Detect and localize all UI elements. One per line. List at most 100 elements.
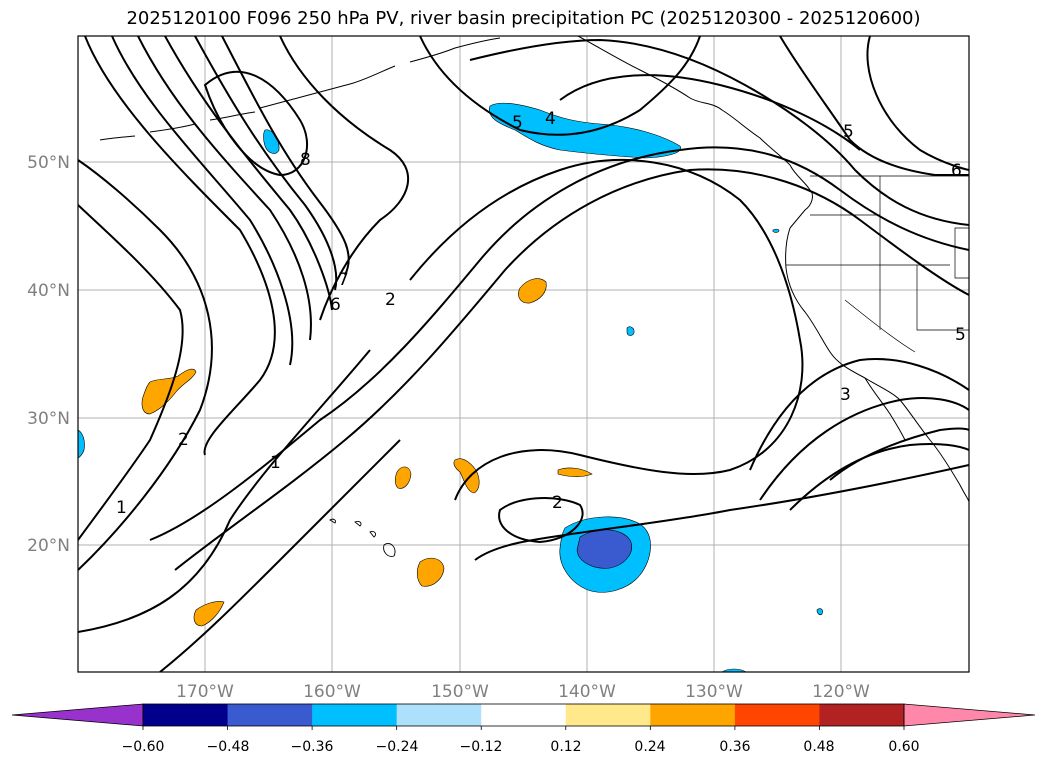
island-2 — [354, 520, 362, 527]
island-1 — [329, 518, 336, 524]
positive-anomaly-5 — [193, 601, 225, 627]
contour-east-6 — [866, 36, 969, 171]
colorbar-tick-label: 0.12 — [550, 739, 581, 755]
contour-label: 1 — [116, 498, 127, 518]
negative-anomaly-hawaii-inner — [576, 529, 632, 569]
pv-contours — [78, 36, 969, 672]
island-3 — [369, 531, 377, 538]
contour-sub-1 — [474, 464, 969, 561]
contour-east-5 — [779, 36, 969, 176]
lat-label-20n: 20°N — [27, 536, 70, 556]
colorbar-tick-label: −0.48 — [207, 739, 250, 755]
colorbar-segment — [481, 704, 567, 726]
negative-anomaly-small-5 — [816, 608, 823, 616]
colorbar-tick-label: 0.60 — [888, 739, 919, 755]
latitude-labels: 50°N 40°N 30°N 20°N — [27, 153, 70, 556]
map-title: 2025120100 F096 250 hPa PV, river basin … — [126, 8, 921, 29]
lat-label-50n: 50°N — [27, 153, 70, 173]
contour-gulf-5 — [559, 74, 861, 151]
lat-label-30n: 30°N — [27, 409, 70, 429]
colorbar-segment — [565, 704, 651, 726]
negative-anomaly-gulf-alaska — [489, 102, 681, 159]
colorbar-segment — [650, 704, 736, 726]
contour-ridge-1 — [279, 36, 409, 321]
lon-label-130w: 130°W — [685, 682, 743, 702]
contour-se-1 — [789, 442, 969, 511]
colorbar-extend-max — [903, 703, 1036, 727]
colorbar-tick-label: −0.36 — [291, 739, 334, 755]
colorbar-ticks — [142, 726, 905, 730]
island-4 — [383, 543, 396, 557]
lon-label-140w: 140°W — [558, 682, 616, 702]
bc-coast — [789, 164, 813, 229]
negative-anomaly-small-3 — [78, 429, 85, 459]
state-border-4 — [844, 299, 916, 353]
contour-label: 8 — [300, 150, 311, 170]
positive-anomaly-4 — [416, 557, 445, 587]
contour-label: 5 — [843, 122, 854, 142]
positive-anomaly-2 — [453, 458, 480, 494]
contour-trough-3 — [137, 36, 312, 341]
contour-upper-4 — [469, 38, 969, 226]
map-frame — [77, 35, 970, 673]
colorbar-tick-labels: −0.60 −0.48 −0.36 −0.24 −0.12 0.12 0.24 … — [122, 739, 920, 755]
coastlines — [99, 36, 969, 503]
colorbar-segments — [143, 704, 905, 726]
baja-california — [864, 377, 906, 441]
contour-upper-5 — [419, 36, 701, 136]
lon-label-150w: 150°W — [431, 682, 489, 702]
contour-west-3 — [78, 349, 371, 633]
hawaiian-islands — [329, 518, 396, 557]
colorbar-tick-label: 0.24 — [634, 739, 665, 755]
contour-trough-6 — [221, 36, 350, 276]
contour-closed-8 — [203, 70, 309, 177]
contour-label: 5 — [955, 325, 966, 345]
colorbar-segment — [819, 704, 905, 726]
political-borders — [786, 175, 969, 353]
contour-label: 6 — [330, 295, 341, 315]
contour-labels: 8 7 6 2 2 1 1 2 5 4 3 5 6 5 2 — [116, 109, 966, 518]
map-area[interactable]: 8 7 6 2 2 1 1 2 5 4 3 5 6 5 2 — [78, 36, 969, 672]
colorbar-segment — [734, 704, 820, 726]
colorbar-tick-label: 0.36 — [719, 739, 750, 755]
lon-label-170w: 170°W — [176, 682, 234, 702]
state-border-3 — [916, 265, 969, 331]
contour-ridge-3 — [174, 168, 969, 571]
contour-label: 1 — [270, 453, 281, 473]
colorbar-segment — [143, 704, 229, 726]
precipitation-pc-shading — [78, 102, 823, 672]
contour-trough-5 — [194, 36, 338, 291]
colorbar-tick-label: −0.60 — [122, 739, 165, 755]
contour-se-2 — [759, 397, 969, 501]
negative-anomaly-small-4 — [772, 228, 780, 233]
contour-label: 3 — [840, 385, 851, 405]
positive-anomaly-mid-pacific — [518, 278, 547, 304]
positive-anomaly-3 — [557, 467, 593, 477]
negative-anomaly-small-2 — [626, 326, 635, 336]
contour-label: 7 — [338, 270, 349, 290]
contour-se-4 — [829, 427, 969, 481]
colorbar-tick-label: −0.24 — [376, 739, 419, 755]
contour-label: 2 — [178, 430, 189, 450]
colorbar-tick-label: −0.12 — [460, 739, 503, 755]
lat-label-40n: 40°N — [27, 281, 70, 301]
contour-west-1 — [78, 204, 184, 541]
negative-anomaly-small-1 — [263, 129, 280, 154]
contour-trough-1 — [84, 36, 276, 456]
us-west-coast — [785, 227, 969, 503]
colorbar: −0.60 −0.48 −0.36 −0.24 −0.12 0.12 0.24 … — [11, 703, 1036, 755]
aleutians-east — [259, 37, 501, 109]
contour-ridge-2 — [149, 146, 969, 541]
colorbar-segment — [227, 704, 313, 726]
contour-label: 2 — [385, 290, 396, 310]
alaska-coast — [577, 36, 791, 166]
contour-label: 6 — [951, 161, 962, 181]
longitude-labels: 170°W 160°W 150°W 140°W 130°W 120°W — [176, 682, 870, 702]
contour-trough-4 — [164, 36, 333, 311]
contour-west-2 — [78, 159, 213, 571]
state-border-5 — [954, 227, 969, 279]
contour-small-2 — [498, 497, 584, 544]
lon-label-160w: 160°W — [303, 682, 361, 702]
colorbar-extend-min — [11, 703, 144, 727]
